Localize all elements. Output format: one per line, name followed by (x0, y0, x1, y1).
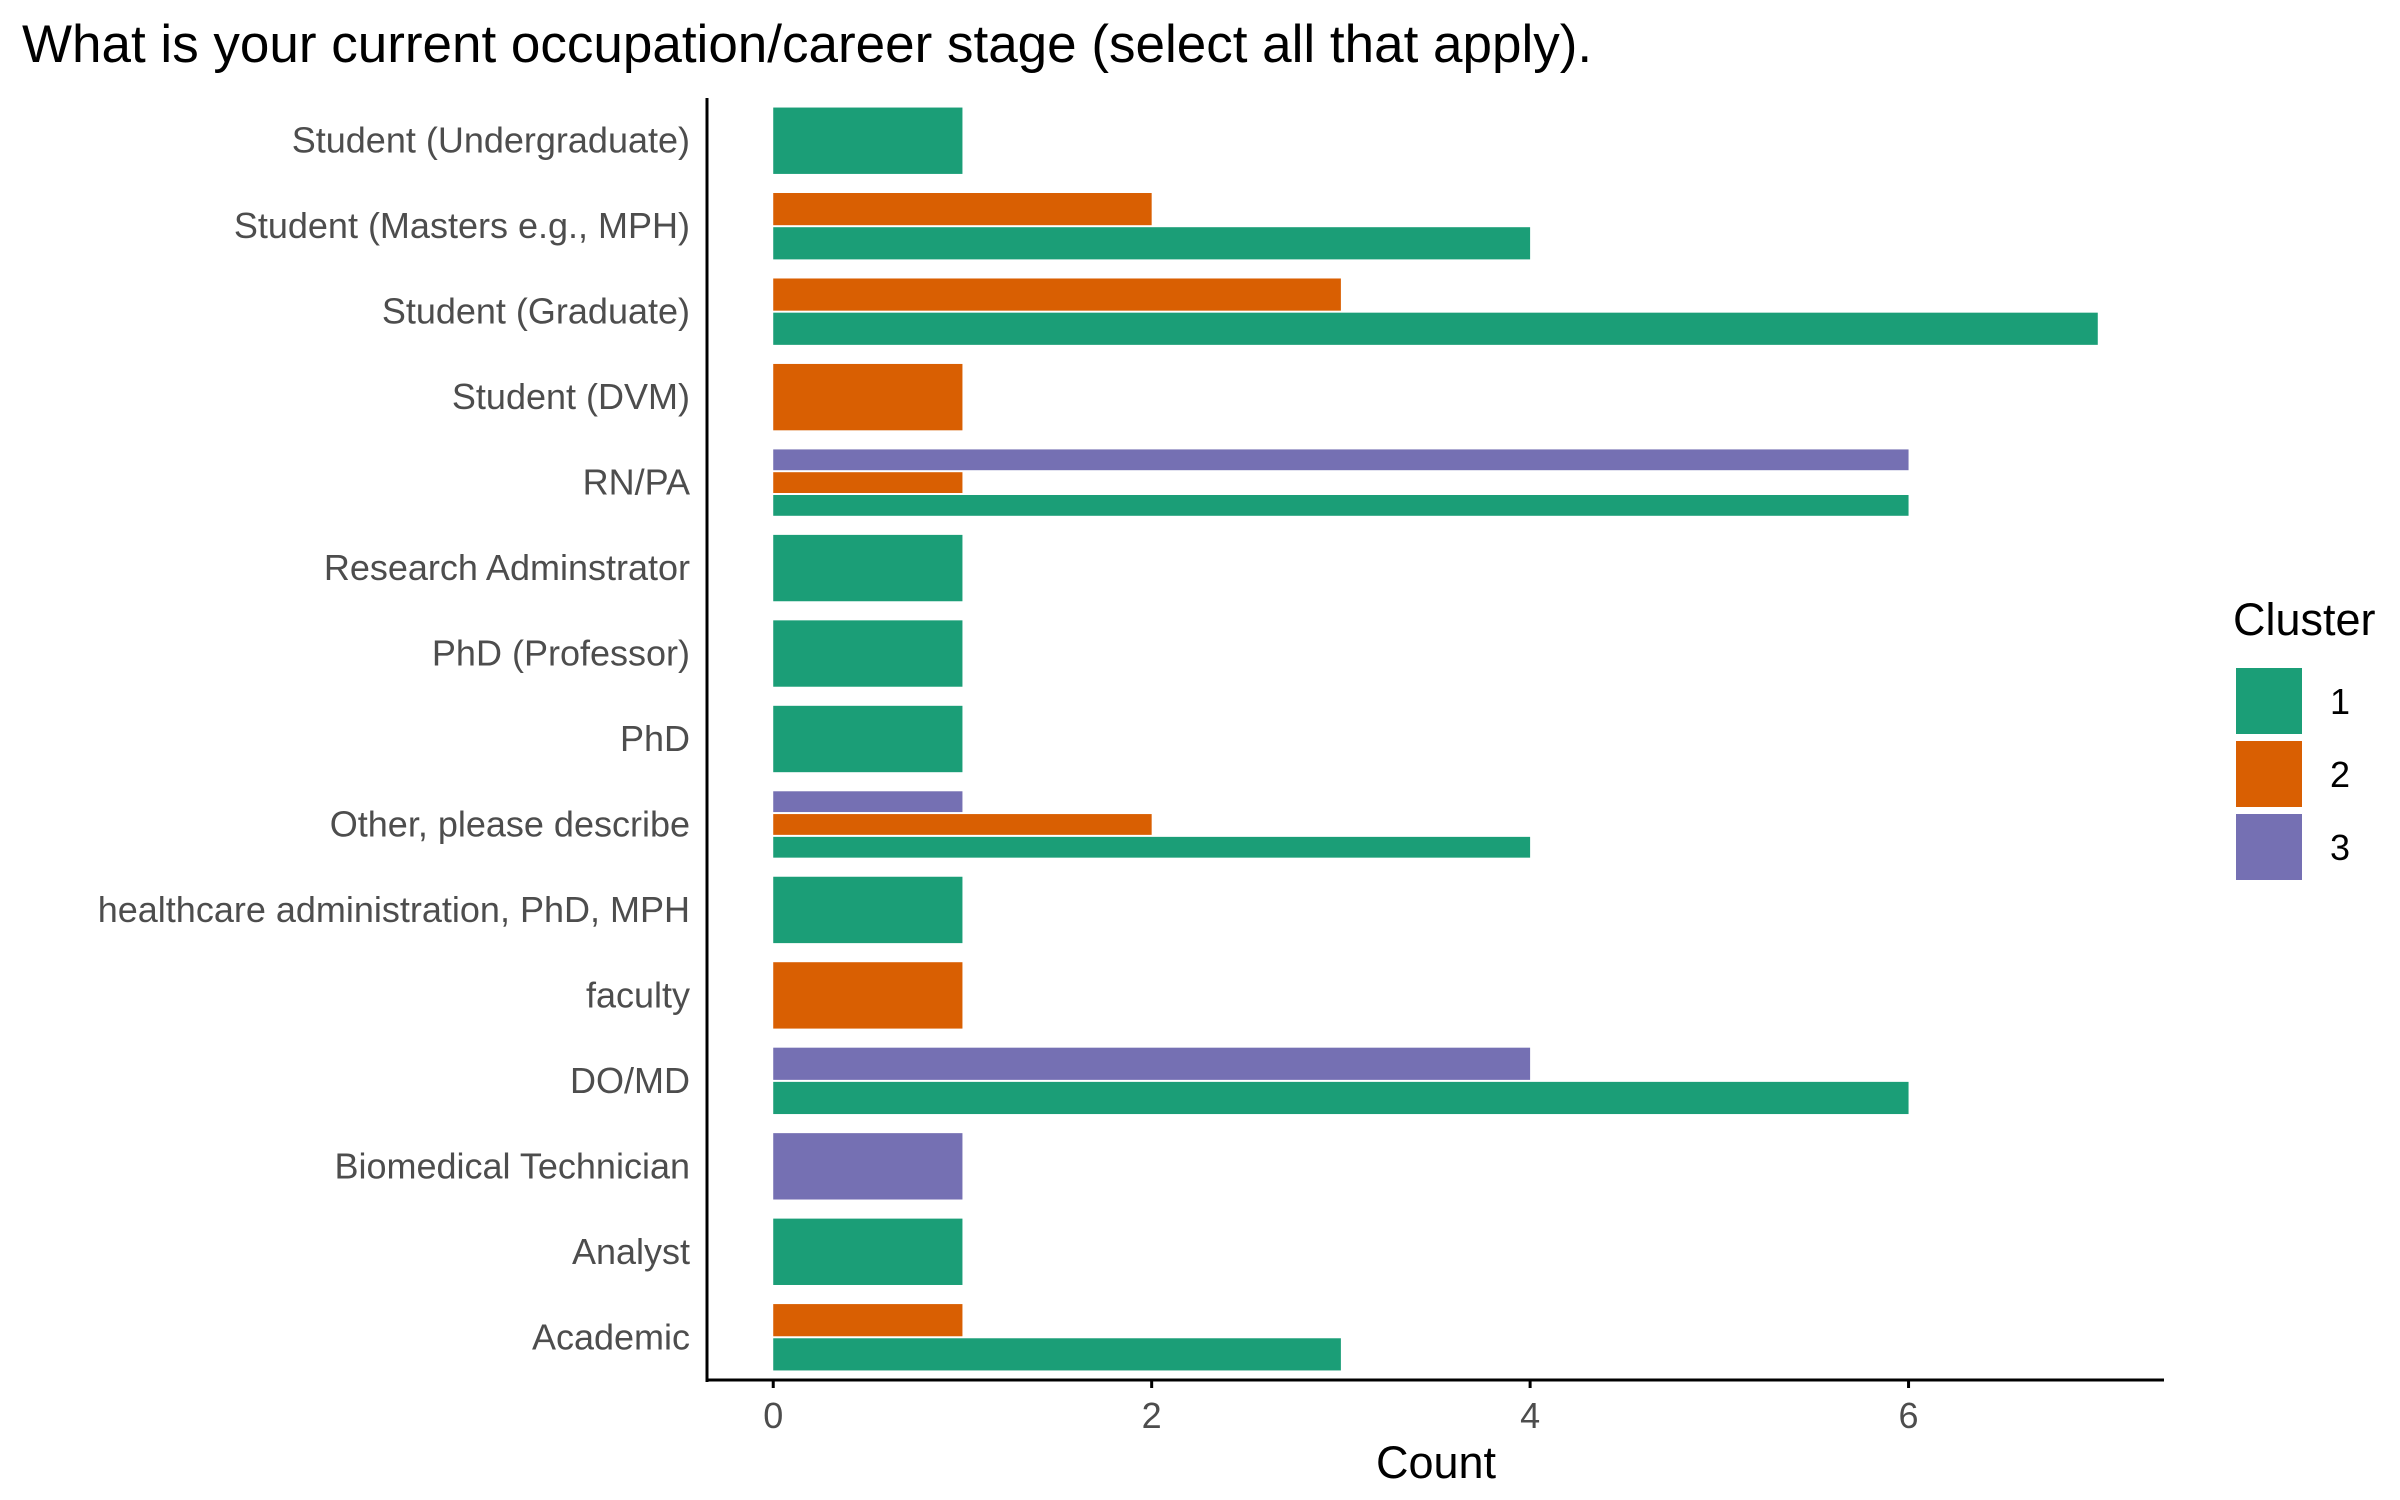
bar-15-cluster-2 (773, 1304, 963, 1337)
x-ticks: 0 2 4 6 (763, 1380, 1919, 1436)
legend-swatch-1 (2236, 668, 2302, 734)
bar-14-cluster-1 (773, 1218, 963, 1285)
bars-layer (773, 107, 2098, 1371)
bar-1-cluster-1 (773, 107, 963, 174)
category-label: Other, please describe (330, 803, 690, 844)
category-label: Biomedical Technician (334, 1145, 690, 1186)
category-label: healthcare administration, PhD, MPH (98, 889, 690, 930)
category-labels: Student (Undergraduate) Student (Masters … (98, 120, 690, 1358)
bar-2-cluster-2 (773, 193, 1152, 226)
category-label: Academic (532, 1316, 690, 1357)
x-tick-label: 4 (1520, 1395, 1540, 1436)
x-tick-label: 0 (763, 1395, 783, 1436)
bar-12-cluster-1 (773, 1081, 1909, 1115)
bar-7-cluster-1 (773, 620, 963, 687)
category-label: PhD (620, 718, 690, 759)
bar-2-cluster-1 (773, 227, 1531, 260)
x-tick-label: 6 (1899, 1395, 1919, 1436)
category-label: PhD (Professor) (432, 633, 690, 674)
chart-title: What is your current occupation/career s… (22, 15, 1592, 74)
category-label: Student (Undergraduate) (292, 120, 690, 161)
legend-label-1: 1 (2330, 681, 2350, 722)
bar-3-cluster-2 (773, 278, 1341, 311)
category-label: Student (DVM) (452, 376, 690, 417)
bar-12-cluster-3 (773, 1047, 1531, 1080)
legend-title: Cluster (2233, 594, 2376, 645)
legend-label-3: 3 (2330, 827, 2350, 868)
bar-6-cluster-1 (773, 534, 963, 602)
legend-items: 1 2 3 (2236, 668, 2350, 880)
bar-15-cluster-1 (773, 1338, 1341, 1371)
bar-5-cluster-1 (773, 494, 1909, 516)
legend-swatch-3 (2236, 814, 2302, 880)
x-axis-title: Count (1376, 1437, 1497, 1488)
bar-11-cluster-2 (773, 962, 963, 1029)
legend-swatch-2 (2236, 741, 2302, 807)
bar-13-cluster-3 (773, 1133, 963, 1200)
bar-9-cluster-2 (773, 814, 1152, 835)
category-label: Research Adminstrator (324, 547, 690, 588)
category-label: Student (Graduate) (382, 291, 690, 332)
category-label: RN/PA (583, 462, 690, 503)
bar-10-cluster-1 (773, 876, 963, 944)
legend-label-2: 2 (2330, 754, 2350, 795)
category-label: DO/MD (570, 1060, 690, 1101)
category-label: faculty (586, 974, 690, 1015)
category-label: Analyst (572, 1231, 690, 1272)
legend: Cluster 1 2 3 (2233, 594, 2376, 880)
bar-8-cluster-1 (773, 705, 963, 773)
bar-9-cluster-1 (773, 836, 1531, 858)
x-tick-label: 2 (1142, 1395, 1162, 1436)
bar-9-cluster-3 (773, 791, 963, 813)
bar-5-cluster-2 (773, 472, 963, 493)
bar-4-cluster-2 (773, 363, 963, 431)
bar-3-cluster-1 (773, 312, 2098, 345)
category-label: Student (Masters e.g., MPH) (234, 205, 690, 246)
bar-5-cluster-3 (773, 449, 1909, 471)
